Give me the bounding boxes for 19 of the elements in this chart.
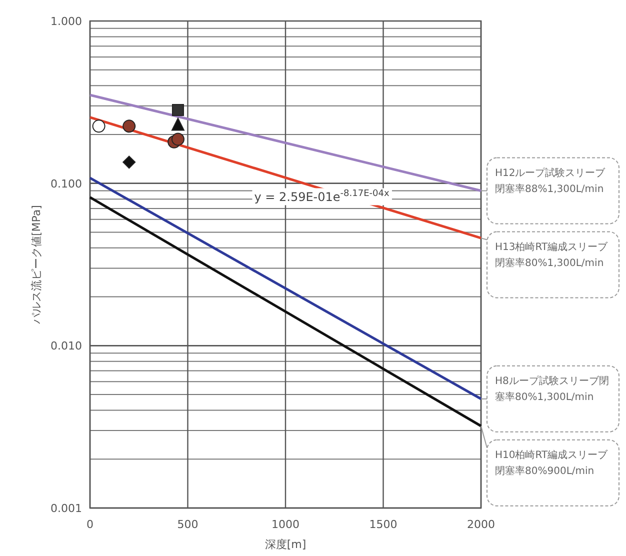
x-tick-label: 1000 [272,518,300,531]
callout: H8ループ試験スリーブ閉塞率80%1,300L/min [480,365,620,432]
y-tick-label: 0.001 [50,502,82,515]
y-tick-label: 0.100 [50,177,82,190]
callout: H12ループ試験スリーブ閉塞率88%1,300L/min [480,157,620,224]
x-tick-label: 500 [177,518,198,531]
y-tick-label: 1.000 [50,15,82,28]
y-tick-label: 0.010 [50,340,82,353]
annotation: y = 2.59E-01e$^{-8.17E-04x}$ [254,189,390,204]
x-tick-label: 1500 [369,518,398,531]
series-label: H12ループ試験スリーブ閉塞率88%1,300L/min [495,166,606,195]
series-label: H8ループ試験スリーブ閉塞率80%1,300L/min [495,374,609,403]
callout: H13柏崎RT編成スリーブ閉塞率80%1,300L/min [480,231,620,298]
x-tick-label: 2000 [467,518,495,531]
series-label: H13柏崎RT編成スリーブ閉塞率80%1,300L/min [495,240,609,269]
y-axis-title: パルス流ピーク値[MPa] [30,205,43,325]
callout: H10柏崎RT編成スリーブ閉塞率80%900L/min [480,426,620,506]
x-tick-label: 0 [86,518,94,531]
x-axis-title: 深度[m] [264,538,306,551]
